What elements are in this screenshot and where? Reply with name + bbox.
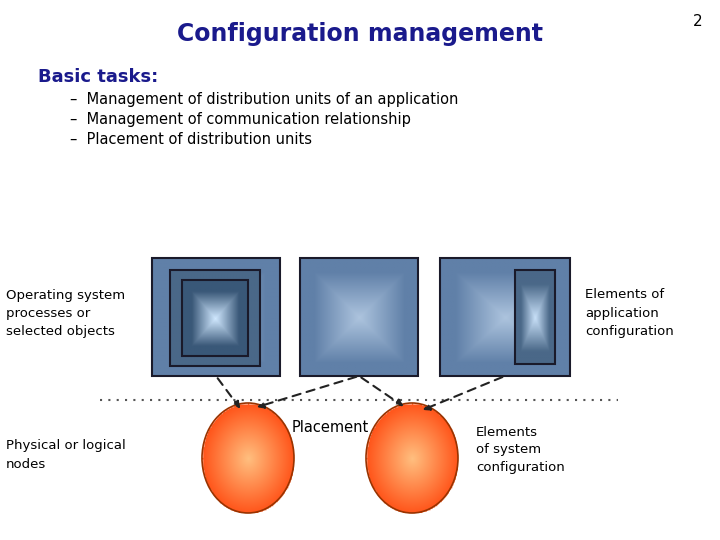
Bar [440, 258, 570, 376]
Bar [300, 258, 418, 376]
Text: Configuration management: Configuration management [177, 22, 543, 46]
Text: Elements
of system
configuration: Elements of system configuration [476, 426, 564, 475]
Text: –  Management of communication relationship: – Management of communication relationsh… [70, 112, 411, 127]
Text: Basic tasks:: Basic tasks: [38, 68, 158, 86]
Bar [170, 270, 260, 366]
Text: Operating system
processes or
selected objects: Operating system processes or selected o… [6, 288, 125, 338]
Text: –  Management of distribution units of an application: – Management of distribution units of an… [70, 92, 459, 107]
Text: Placement: Placement [292, 420, 369, 435]
Bar [182, 280, 248, 356]
Text: Elements of
application
configuration: Elements of application configuration [585, 288, 674, 338]
Text: –  Placement of distribution units: – Placement of distribution units [70, 132, 312, 147]
Text: 2: 2 [693, 14, 703, 29]
Bar [515, 270, 555, 364]
Bar [152, 258, 280, 376]
Text: Physical or logical
nodes: Physical or logical nodes [6, 440, 126, 470]
